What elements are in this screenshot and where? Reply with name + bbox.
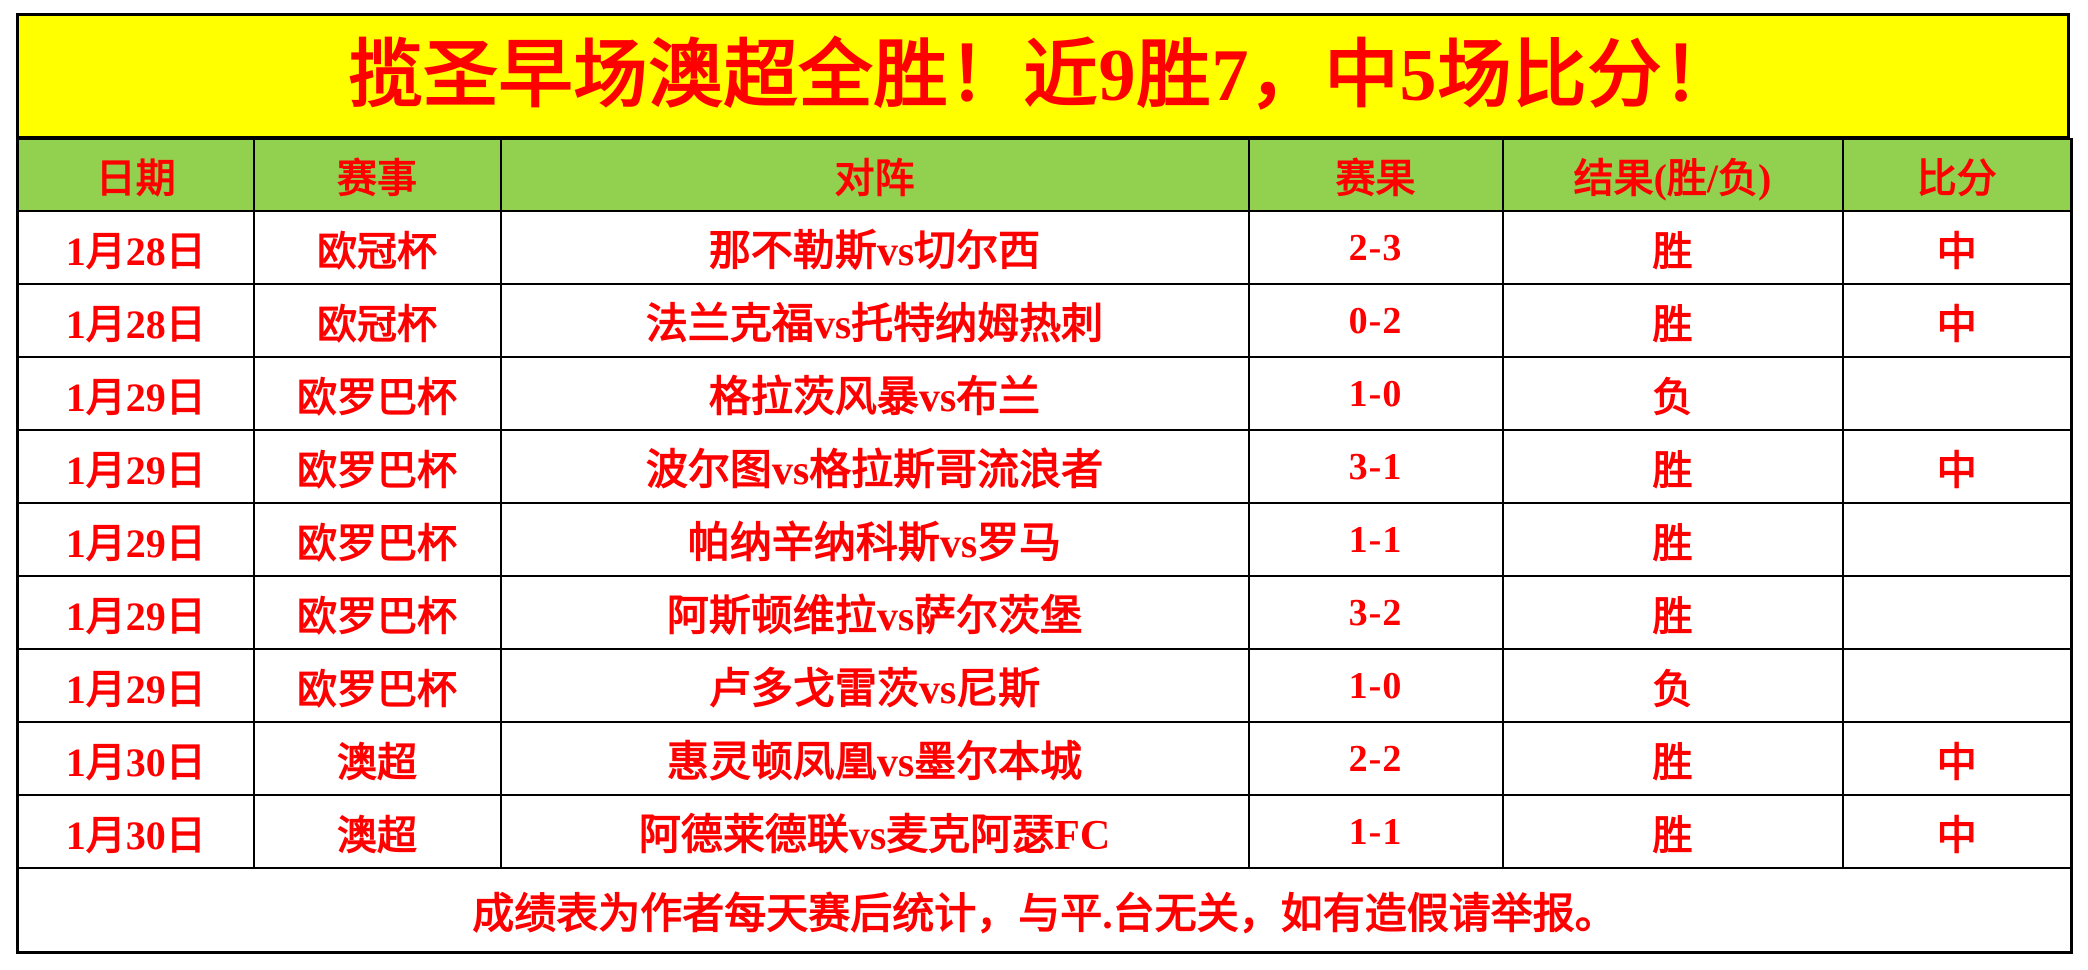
cell-league: 澳超 [252, 721, 502, 796]
page-title: 揽圣早场澳超全胜！近9胜7，中5场比分！ [348, 35, 1738, 117]
cell-hit: 中 [1841, 794, 2073, 869]
cell-match: 卢多戈雷茨vs尼斯 [499, 648, 1250, 723]
cell-hit [1841, 502, 2073, 577]
table-row: 1月29日 欧罗巴杯 格拉茨风暴vs布兰 1-0 负 [16, 356, 2073, 431]
cell-date: 1月29日 [16, 648, 255, 723]
cell-league: 欧冠杯 [252, 283, 502, 358]
table-body: 1月28日 欧冠杯 那不勒斯vs切尔西 2-3 胜中 1月28日 欧冠杯 法兰克福vs托特纳姆… [16, 210, 2073, 869]
status-badge: 胜 [1501, 210, 1844, 285]
status-badge: 胜 [1501, 794, 1844, 869]
title-banner: 揽圣早场澳超全胜！近9胜7，中5场比分！ [16, 13, 2070, 138]
column-header-score: 赛果 [1247, 138, 1504, 212]
column-header-hit: 比分 [1841, 138, 2073, 212]
table-footer: 成绩表为作者每天赛后统计，与平.台无关，如有造假请举报。 [16, 867, 2073, 954]
status-badge: 负 [1501, 648, 1844, 723]
cell-match: 惠灵顿凤凰vs墨尔本城 [499, 721, 1250, 796]
cell-score: 0-2 [1247, 283, 1504, 358]
cell-score: 1-0 [1247, 648, 1504, 723]
status-badge: 胜 [1501, 502, 1844, 577]
cell-date: 1月30日 [16, 794, 255, 869]
table-row: 1月29日 欧罗巴杯 帕纳辛纳科斯vs罗马 1-1 胜 [16, 502, 2073, 577]
cell-score: 2-2 [1247, 721, 1504, 796]
cell-date: 1月30日 [16, 721, 255, 796]
table-row: 1月29日 欧罗巴杯 阿斯顿维拉vs萨尔茨堡 3-2 胜 [16, 575, 2073, 650]
cell-score: 1-0 [1247, 356, 1504, 431]
table-row: 1月29日 欧罗巴杯 波尔图vs格拉斯哥流浪者 3-1 胜中 [16, 429, 2073, 504]
table-row: 1月29日 欧罗巴杯 卢多戈雷茨vs尼斯 1-0 负 [16, 648, 2073, 723]
cell-match: 法兰克福vs托特纳姆热刺 [499, 283, 1250, 358]
cell-date: 1月29日 [16, 575, 255, 650]
cell-league: 欧罗巴杯 [252, 429, 502, 504]
cell-hit: 中 [1841, 283, 2073, 358]
cell-date: 1月29日 [16, 502, 255, 577]
table-row: 1月30日 澳超 阿德莱德联vs麦克阿瑟FC 1-1 胜中 [16, 794, 2073, 869]
column-header-league: 赛事 [252, 138, 502, 212]
cell-league: 欧罗巴杯 [252, 648, 502, 723]
cell-score: 3-2 [1247, 575, 1504, 650]
cell-date: 1月29日 [16, 429, 255, 504]
table-row: 1月28日 欧冠杯 法兰克福vs托特纳姆热刺 0-2 胜中 [16, 283, 2073, 358]
cell-hit [1841, 575, 2073, 650]
cell-match: 那不勒斯vs切尔西 [499, 210, 1250, 285]
cell-hit: 中 [1841, 429, 2073, 504]
status-badge: 胜 [1501, 721, 1844, 796]
column-header-outcome: 结果(胜/负) [1501, 138, 1844, 212]
status-badge: 胜 [1501, 429, 1844, 504]
cell-score: 3-1 [1247, 429, 1504, 504]
cell-hit [1841, 356, 2073, 431]
cell-hit [1841, 648, 2073, 723]
table-row: 1月28日 欧冠杯 那不勒斯vs切尔西 2-3 胜中 [16, 210, 2073, 285]
cell-date: 1月28日 [16, 283, 255, 358]
status-badge: 胜 [1501, 283, 1844, 358]
cell-league: 欧罗巴杯 [252, 356, 502, 431]
status-badge: 负 [1501, 356, 1844, 431]
cell-score: 2-3 [1247, 210, 1504, 285]
column-header-match: 对阵 [499, 138, 1250, 212]
cell-league: 欧冠杯 [252, 210, 502, 285]
cell-match: 格拉茨风暴vs布兰 [499, 356, 1250, 431]
footer-note: 成绩表为作者每天赛后统计，与平.台无关，如有造假请举报。 [16, 867, 2073, 954]
table-row: 1月30日 澳超 惠灵顿凤凰vs墨尔本城 2-2 胜中 [16, 721, 2073, 796]
cell-league: 澳超 [252, 794, 502, 869]
cell-hit: 中 [1841, 721, 2073, 796]
cell-league: 欧罗巴杯 [252, 502, 502, 577]
results-table: 日期 赛事 对阵 赛果 结果(胜/负) 比分 1月28日 欧冠杯 那不勒斯vs切尔西… [16, 138, 2073, 954]
cell-date: 1月29日 [16, 356, 255, 431]
cell-match: 波尔图vs格拉斯哥流浪者 [499, 429, 1250, 504]
status-badge: 胜 [1501, 575, 1844, 650]
cell-match: 阿斯顿维拉vs萨尔茨堡 [499, 575, 1250, 650]
column-header-date: 日期 [16, 138, 255, 212]
cell-league: 欧罗巴杯 [252, 575, 502, 650]
footer-row: 成绩表为作者每天赛后统计，与平.台无关，如有造假请举报。 [16, 867, 2073, 954]
header-row: 日期 赛事 对阵 赛果 结果(胜/负) 比分 [16, 138, 2073, 212]
cell-hit: 中 [1841, 210, 2073, 285]
table-header: 日期 赛事 对阵 赛果 结果(胜/负) 比分 [16, 138, 2073, 212]
cell-match: 帕纳辛纳科斯vs罗马 [499, 502, 1250, 577]
cell-date: 1月28日 [16, 210, 255, 285]
cell-score: 1-1 [1247, 794, 1504, 869]
cell-score: 1-1 [1247, 502, 1504, 577]
cell-match: 阿德莱德联vs麦克阿瑟FC [499, 794, 1250, 869]
